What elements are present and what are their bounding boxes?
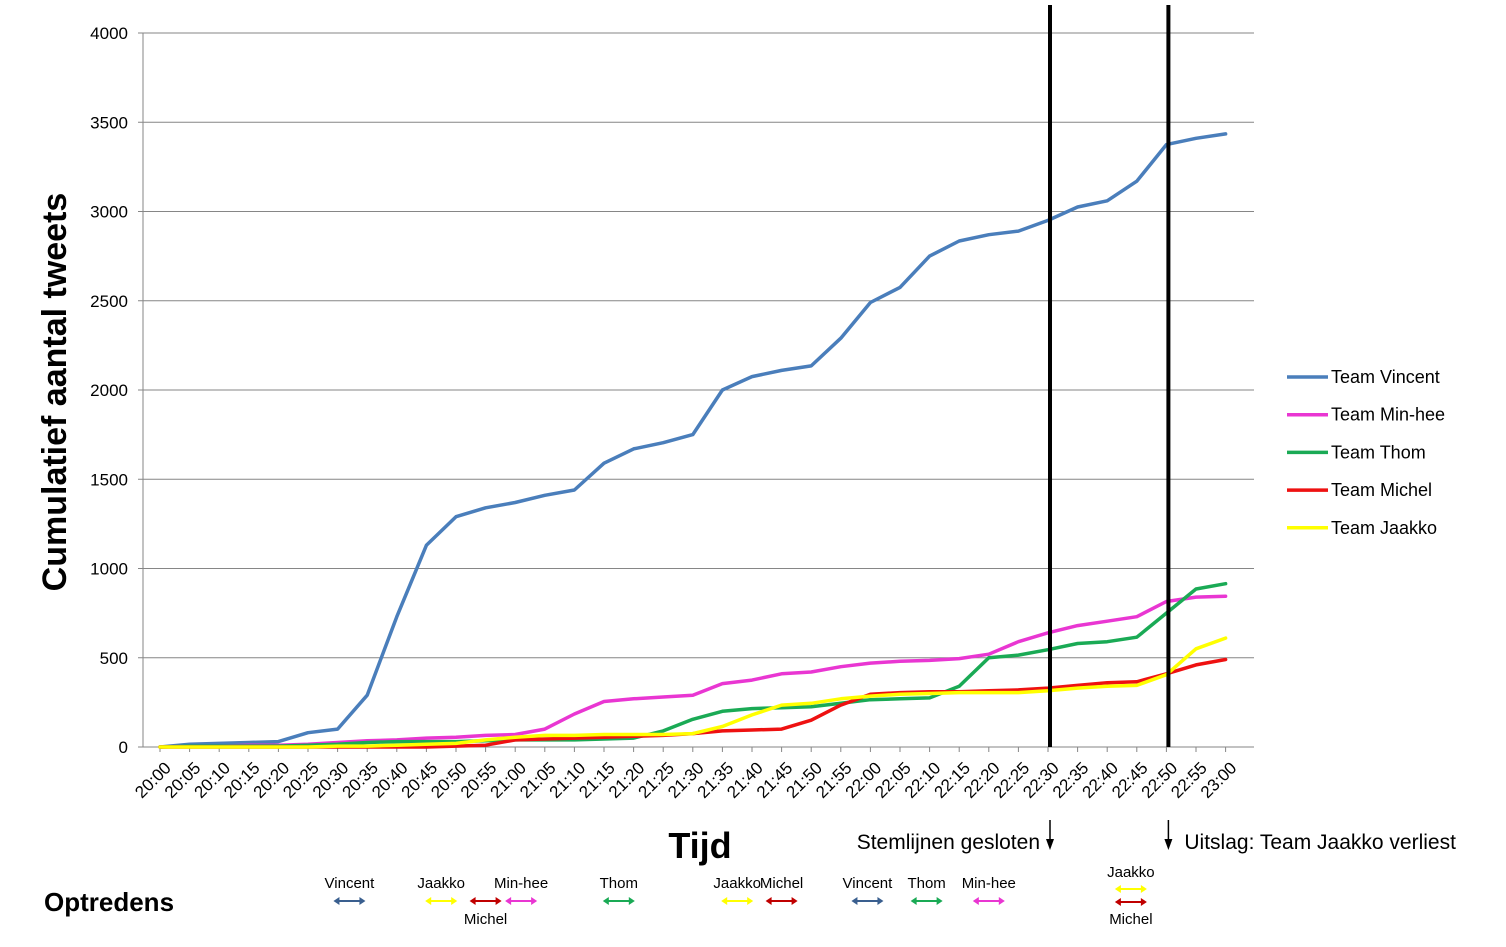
performance-arrowhead: [425, 897, 431, 905]
series-layer: [160, 134, 1226, 747]
y-tick-label: 1000: [90, 560, 128, 579]
performance-label: Michel: [1109, 911, 1152, 928]
performance-arrowhead: [505, 897, 511, 905]
y-tick-label: 4000: [90, 24, 128, 43]
performance-label: Michel: [760, 875, 803, 892]
y-tick-label: 500: [100, 649, 128, 668]
performances-title: Optredens: [44, 887, 174, 917]
performance-arrowhead: [531, 897, 537, 905]
series-line-team-vincent: [160, 134, 1226, 747]
series-line-team-thom: [160, 584, 1226, 747]
legend-label: Team Michel: [1331, 480, 1432, 500]
grid-layer: [143, 33, 1254, 658]
performance-label: Min-hee: [962, 875, 1016, 892]
performance-arrowhead: [1115, 898, 1121, 906]
performance-arrowhead: [629, 897, 635, 905]
legend-label: Team Thom: [1331, 442, 1426, 462]
y-tick-label: 3500: [90, 113, 128, 132]
performance-arrowhead: [1141, 898, 1147, 906]
performance-arrowhead: [792, 897, 798, 905]
performance-label: Michel: [464, 911, 507, 928]
legend-label: Team Vincent: [1331, 367, 1440, 387]
marker-label: Uitslag: Team Jaakko verliest: [1184, 831, 1456, 854]
performance-arrowhead: [470, 897, 476, 905]
performance-arrowhead: [937, 897, 943, 905]
performance-arrowhead: [851, 897, 857, 905]
performance-arrowhead: [359, 897, 365, 905]
x-axis-title: Tijd: [668, 825, 731, 866]
marker-arrowhead: [1046, 839, 1054, 850]
performance-label: Thom: [907, 875, 945, 892]
performance-arrowhead: [496, 897, 502, 905]
y-axis-title: Cumulatief aantal tweets: [36, 193, 74, 592]
performance-arrowhead: [721, 897, 727, 905]
performance-label: Min-hee: [494, 875, 548, 892]
legend-label: Team Jaakko: [1331, 518, 1437, 538]
performance-arrowhead: [1141, 885, 1147, 893]
series-line-team-min-hee: [160, 596, 1226, 747]
y-tick-label: 3000: [90, 203, 128, 222]
y-tick-label: 1500: [90, 470, 128, 489]
performance-arrowhead: [333, 897, 339, 905]
performance-arrowhead: [1115, 885, 1121, 893]
y-tick-label: 0: [119, 738, 128, 757]
y-tick-label: 2000: [90, 381, 128, 400]
performance-arrowhead: [747, 897, 753, 905]
performance-arrowhead: [603, 897, 609, 905]
performance-label: Vincent: [843, 875, 894, 892]
performances-timeline: VincentJaakkoMichelMin-heeThomJaakkoMich…: [325, 864, 1155, 928]
legend: Team Vincent Team Min-hee Team Thom Team Mi…: [1287, 367, 1445, 538]
performance-arrowhead: [999, 897, 1005, 905]
performance-arrowhead: [973, 897, 979, 905]
performance-arrowhead: [877, 897, 883, 905]
marker-arrowhead: [1164, 839, 1172, 850]
performance-label: Thom: [600, 875, 638, 892]
performance-arrowhead: [451, 897, 457, 905]
marker-label: Stemlijnen gesloten: [857, 831, 1040, 854]
performance-arrowhead: [766, 897, 772, 905]
performance-label: Vincent: [325, 875, 376, 892]
performance-label: Jaakko: [1107, 864, 1155, 881]
marker-layer: Stemlijnen gesloten Uitslag: Team Jaakko …: [857, 5, 1456, 854]
performance-label: Jaakko: [417, 875, 465, 892]
y-tick-label: 2500: [90, 292, 128, 311]
legend-label: Team Min-hee: [1331, 405, 1445, 425]
performance-arrowhead: [911, 897, 917, 905]
performance-label: Jaakko: [713, 875, 761, 892]
